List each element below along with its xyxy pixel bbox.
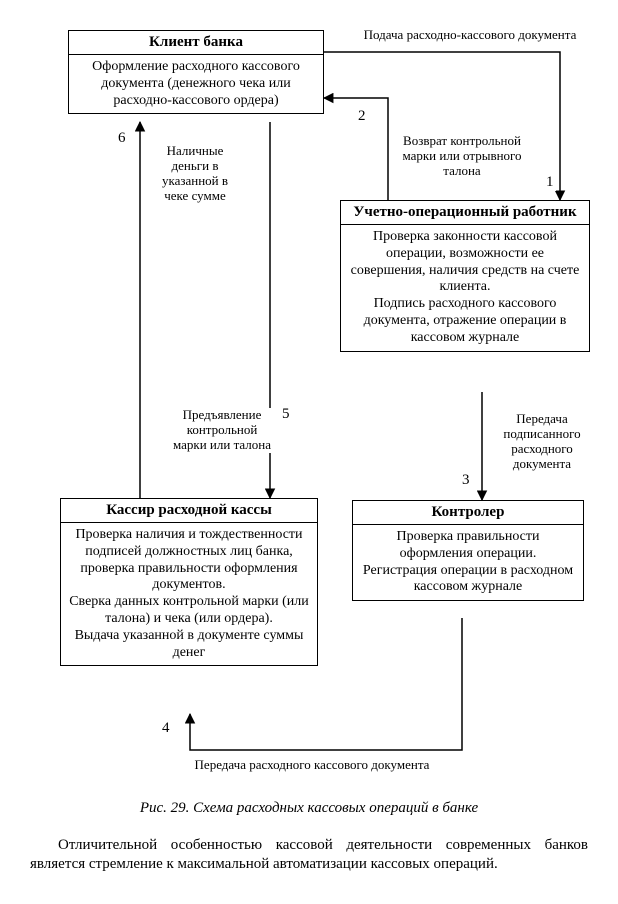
- page: Клиент банка Оформление расходного кассо…: [0, 0, 618, 904]
- node-controller-title: Контролер: [353, 501, 583, 525]
- edge-1-num: 1: [544, 174, 556, 191]
- node-client: Клиент банка Оформление расходного кассо…: [68, 30, 324, 114]
- edge-6-label: Наличные деньги в указанной в чеке сумме: [150, 144, 240, 204]
- node-client-title: Клиент банка: [69, 31, 323, 55]
- edge-3-num: 3: [460, 472, 472, 489]
- node-client-body: Оформление расходного кассового документ…: [69, 55, 323, 113]
- edge-2-label: Возврат контрольной марки или отрывного …: [394, 134, 530, 179]
- edge-5-num: 5: [280, 406, 292, 423]
- edge-1-label: Подача расходно-кассового документа: [340, 28, 600, 43]
- node-clerk: Учетно-операционный работник Проверка за…: [340, 200, 590, 352]
- body-paragraph: Отличительной особенностью кассовой деят…: [30, 836, 588, 874]
- node-controller-body: Проверка правильности оформления операци…: [353, 525, 583, 600]
- node-cashier-body: Проверка наличия и тождественности подпи…: [61, 523, 317, 665]
- node-cashier: Кассир расходной кассы Проверка наличия …: [60, 498, 318, 666]
- node-clerk-title: Учетно-операционный работник: [341, 201, 589, 225]
- edge-6-num: 6: [116, 130, 128, 147]
- edge-4-num: 4: [160, 720, 172, 737]
- edge-2-num: 2: [356, 108, 368, 125]
- edge-3-label: Передача подписанного расходного докумен…: [492, 412, 592, 472]
- edge-4-label: Передача расходного кассового документа: [172, 758, 452, 773]
- edge-5-label: Предъявление контрольной марки или талон…: [172, 408, 272, 453]
- node-clerk-body: Проверка законности кассовой операции, в…: [341, 225, 589, 351]
- node-cashier-title: Кассир расходной кассы: [61, 499, 317, 523]
- figure-caption: Рис. 29. Схема расходных кассовых операц…: [0, 800, 618, 817]
- node-controller: Контролер Проверка правильности оформлен…: [352, 500, 584, 601]
